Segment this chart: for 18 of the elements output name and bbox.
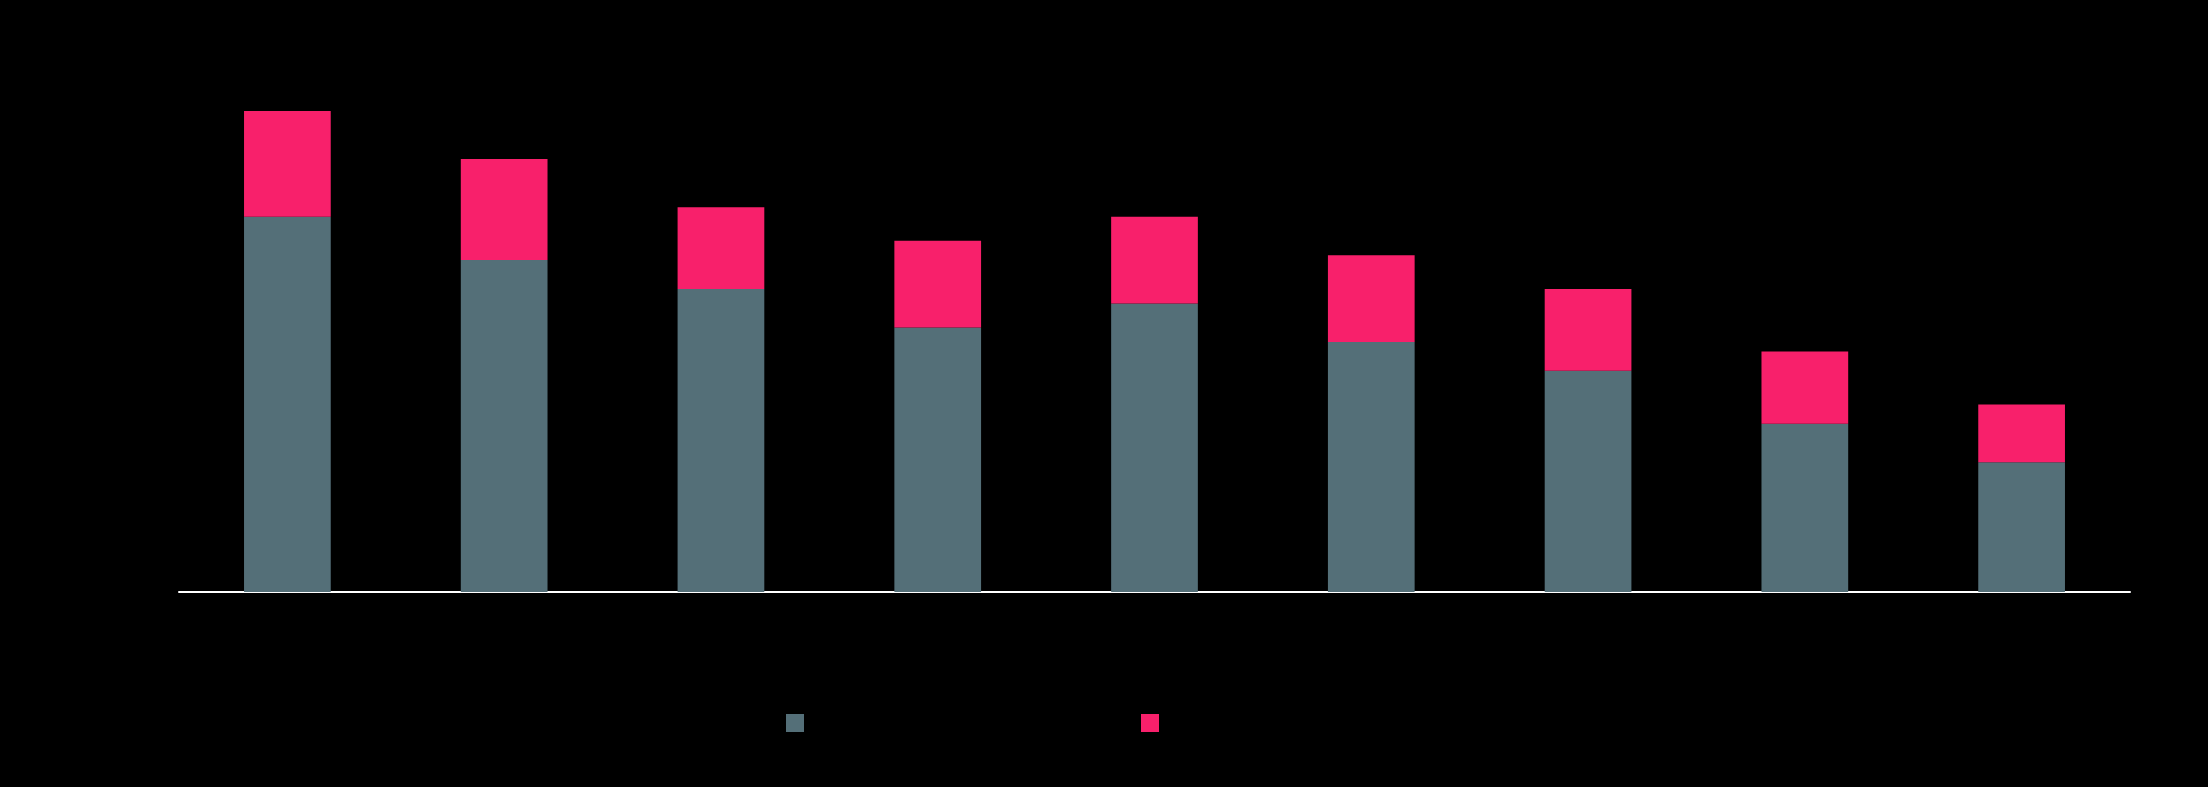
bar bbox=[677, 207, 765, 289]
bar bbox=[1327, 341, 1415, 592]
bar bbox=[677, 288, 765, 592]
bar bbox=[894, 327, 982, 592]
bar bbox=[460, 159, 548, 261]
bar bbox=[1761, 423, 1849, 592]
bar bbox=[1544, 288, 1632, 371]
bar bbox=[1111, 216, 1198, 304]
bar bbox=[244, 111, 331, 217]
bar bbox=[1978, 404, 2065, 463]
bar bbox=[244, 216, 331, 592]
bar bbox=[1978, 462, 2065, 592]
bar bbox=[1111, 303, 1198, 592]
bar bbox=[1544, 370, 1632, 592]
bar bbox=[460, 260, 548, 592]
bar bbox=[1327, 255, 1415, 342]
bar bbox=[1761, 351, 1849, 424]
bar bbox=[894, 240, 982, 328]
